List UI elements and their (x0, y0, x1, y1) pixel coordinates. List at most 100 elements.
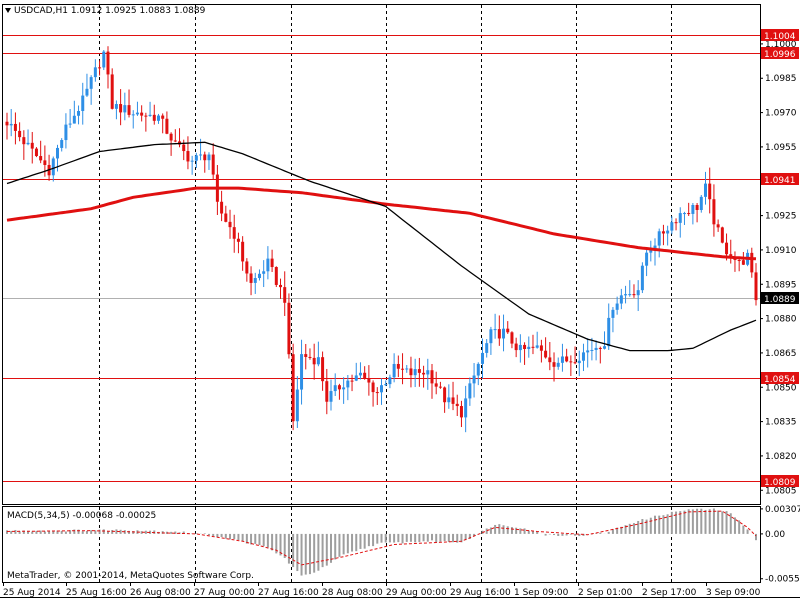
price-tick-label: 1.0910 (765, 246, 797, 256)
candle-body (156, 115, 160, 121)
candle-body (733, 258, 737, 261)
time-tick-label: 2 Sep 17:00 (642, 588, 697, 598)
candle-body (144, 115, 148, 117)
candle-body (430, 370, 434, 384)
candle-body (211, 154, 215, 175)
slow-ma-line (6, 186, 757, 261)
candle-body (476, 363, 480, 376)
candle-body (480, 352, 484, 364)
candle-body (72, 115, 76, 124)
candle-body (560, 356, 564, 363)
candle-body (417, 369, 421, 373)
candle-body (287, 302, 291, 355)
time-tick-label: 1 Sep 09:00 (514, 588, 569, 598)
candle-body (350, 380, 354, 382)
price-axis: 1.1000 1.0985 1.0970 1.0955 1.0925 1.0910 1.08… (760, 29, 799, 496)
time-tick-label: 29 Aug 00:00 (386, 588, 447, 598)
candle-body (346, 380, 350, 388)
macd-header: MACD(5,34,5) -0.00068 -0.00025 (7, 511, 156, 521)
candle-body (598, 347, 602, 349)
candle-body (388, 377, 392, 385)
candle-body (375, 392, 379, 394)
dropdown-arrow-icon[interactable] (5, 8, 11, 13)
candle-body (624, 294, 628, 296)
candle-body (89, 77, 93, 89)
vertical-grid (99, 5, 672, 582)
candle-body (603, 346, 607, 349)
candle-body (131, 114, 135, 116)
price-tick-label: 1.0925 (765, 212, 797, 222)
candle-body (687, 213, 691, 215)
time-tick-label: 25 Aug 2014 (3, 588, 61, 598)
symbol-header: USDCAD,H1 1.0912 1.0925 1.0883 1.0889 (14, 6, 206, 16)
candle-body (523, 344, 527, 350)
candle-body (257, 273, 261, 279)
candle-body (632, 294, 636, 296)
candle-body (531, 346, 535, 348)
candle-body (169, 133, 173, 141)
candle-body (194, 155, 198, 161)
candle-body (77, 111, 81, 116)
level-price-label: 1.0941 (764, 176, 796, 186)
candle-body (190, 160, 194, 162)
candle-body (199, 154, 203, 156)
candle-body (321, 357, 325, 382)
candle-body (68, 123, 72, 125)
candle-body (363, 372, 367, 379)
level-price-tag (761, 173, 799, 185)
level-price-label: 1.1004 (764, 32, 796, 42)
candle-body (691, 204, 695, 214)
candle-body (569, 361, 573, 363)
candle-body (358, 372, 362, 376)
candle-body (22, 137, 26, 145)
candle-body (556, 362, 560, 367)
candle-body (552, 362, 556, 367)
candle-body (384, 384, 388, 386)
time-tick-label: 27 Aug 16:00 (258, 588, 319, 598)
candle-body (283, 287, 287, 303)
level-price-tag (761, 29, 799, 41)
candle-body (392, 363, 396, 378)
candle-body (245, 261, 249, 274)
time-tick-label: 2 Sep 01:00 (578, 588, 633, 598)
candle-body (55, 147, 59, 159)
candle-body (704, 183, 708, 197)
candle-body (119, 104, 123, 113)
candle-body (573, 362, 577, 364)
candle-body (253, 278, 257, 283)
candle-body (34, 148, 38, 157)
candle-body (405, 368, 409, 370)
candle-body (502, 328, 506, 339)
candle-body (93, 67, 97, 78)
candle-body (342, 387, 346, 390)
candle-body (657, 231, 661, 246)
price-tick-label: 1.0895 (765, 280, 797, 290)
candle-body (510, 332, 514, 344)
candle-body (9, 123, 13, 126)
current-price-label: 1.0889 (764, 295, 796, 305)
candle-body (619, 295, 623, 304)
candle-body (232, 227, 236, 239)
macd-axis: 0.00307 0.00 -0.0055 (760, 505, 800, 585)
candle-body (333, 385, 337, 392)
candle-body (81, 95, 85, 112)
candle-body (173, 140, 177, 142)
candle-body (26, 142, 30, 145)
candle-body (30, 142, 34, 149)
candle-body (43, 160, 47, 165)
candle-body (114, 104, 118, 109)
candle-body (413, 369, 417, 376)
candle-body (645, 252, 649, 266)
candle-body (426, 370, 430, 375)
candle-body (5, 121, 9, 126)
price-tick-label: 1.1000 (765, 40, 797, 50)
candle-body (678, 213, 682, 223)
candle-body (661, 231, 665, 234)
candle-body (506, 328, 510, 333)
candle-body (228, 221, 232, 228)
macd-signal-line (6, 510, 757, 566)
candle-body (161, 115, 165, 119)
candle-body (85, 88, 89, 96)
